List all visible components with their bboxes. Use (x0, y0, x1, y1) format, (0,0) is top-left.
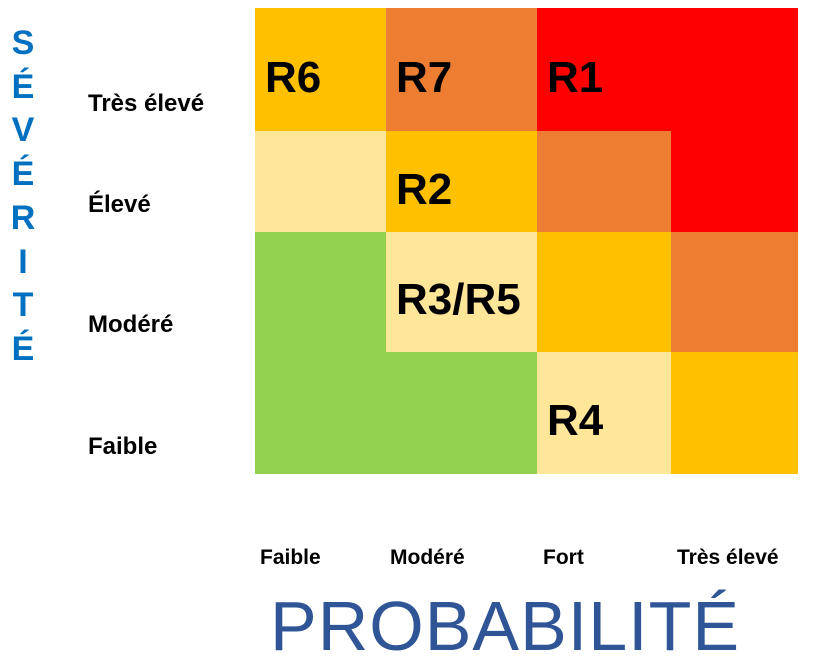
col-label-modere: Modéré (390, 546, 465, 569)
risk-label-r3-r5: R3/R5 (396, 275, 521, 324)
risk-label-r6: R6 (265, 52, 322, 102)
severity-title-letter: É (11, 329, 35, 368)
matrix-cell (255, 232, 386, 352)
severity-title-letter: S (11, 24, 35, 62)
matrix-cell (255, 352, 386, 474)
matrix-cell (671, 232, 798, 352)
row-label-tres-eleve: Très élevé (88, 90, 205, 117)
matrix-cell (386, 8, 537, 131)
col-label-fort: Fort (543, 546, 584, 569)
matrix-cell (537, 232, 671, 352)
matrix-cell (537, 8, 671, 131)
row-label-modere: Modéré (88, 311, 174, 338)
matrix-cell (386, 352, 537, 474)
col-label-faible: Faible (260, 546, 321, 569)
matrix-cell (671, 131, 798, 232)
severity-title-letter: É (11, 155, 35, 194)
matrix-cell (255, 8, 386, 131)
probability-axis-title: PROBABILITÉ (270, 587, 741, 665)
risk-label-r4: R4 (547, 396, 604, 445)
risk-label-r7: R7 (396, 52, 453, 102)
col-label-tres-eleve: Très élevé (677, 546, 779, 569)
severity-title-letter: R (10, 198, 36, 237)
matrix-cell (671, 8, 798, 131)
matrix-cell (386, 131, 537, 232)
matrix-cell (537, 352, 671, 474)
severity-title-letter: T (12, 286, 34, 325)
matrix-cell (537, 131, 671, 232)
risk-matrix: R6 R7 R1 R2 R3/R5 R4 (255, 8, 798, 474)
matrix-cell (255, 131, 386, 232)
risk-label-r2: R2 (396, 164, 453, 214)
matrix-cell (671, 352, 798, 474)
row-label-eleve: Élevé (88, 191, 151, 218)
severity-title-letter: I (18, 242, 28, 281)
severity-title-letter: V (11, 111, 35, 150)
severity-title-letter: É (11, 67, 35, 106)
row-label-faible: Faible (88, 433, 158, 460)
risk-label-r1: R1 (547, 52, 604, 102)
matrix-cell (386, 232, 537, 352)
